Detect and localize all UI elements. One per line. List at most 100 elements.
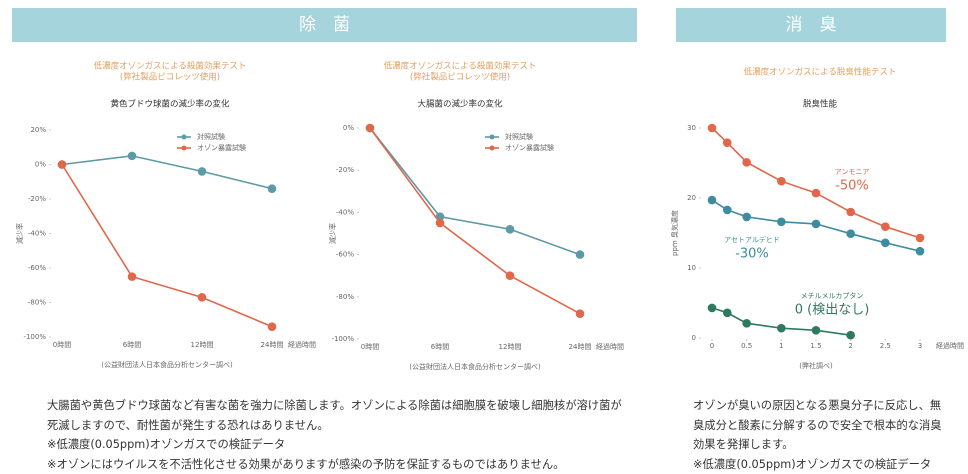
data-point [723, 138, 732, 147]
series-line [62, 165, 272, 327]
source: (公益財団法人日本食品分析センター調べ) [409, 362, 541, 371]
data-point [198, 167, 207, 176]
y-tick-label: 30 [687, 124, 696, 132]
legend-label: 対照試験 [505, 132, 533, 141]
annotation-name: アセトアルデヒド [724, 235, 780, 244]
x-tick-label: 6時間 [123, 341, 141, 349]
y-tick-label: -20% [28, 195, 46, 203]
x-tick-label: 12時間 [191, 341, 214, 349]
source: (弊社調べ) [799, 361, 833, 370]
data-point [777, 324, 786, 333]
chart-title: 低濃度オゾンガスによる殺菌効果テスト [384, 61, 537, 72]
data-point [366, 124, 375, 133]
legend-marker [490, 146, 495, 151]
x-tick-label: 0 [710, 342, 714, 350]
x-tick-label: 24時間 [569, 343, 592, 351]
y-tick-label: -100% [23, 333, 46, 341]
data-point [708, 304, 717, 313]
y-tick-label: 10 [687, 264, 696, 272]
legend-marker [490, 135, 495, 140]
description: オゾンが臭いの原因となる悪臭分子に反応し、無臭成分と酸素に分解するので安全で根本… [693, 396, 951, 474]
legend-marker [182, 135, 187, 140]
legend-marker [182, 146, 187, 151]
data-point [436, 219, 445, 228]
x-tick-label: 0時間 [53, 341, 71, 349]
data-point [812, 220, 821, 229]
y-tick-label: 0 [692, 334, 696, 342]
x-tick-label: 12時間 [499, 343, 522, 351]
annotation-name: メチルメルカプタン [801, 291, 864, 300]
data-point [881, 222, 890, 231]
x-tick-label: 2.5 [880, 342, 891, 350]
chart-heading: 大腸菌の減少率の変化 [417, 99, 503, 110]
x-tick-label: 6時間 [431, 343, 449, 351]
y-tick-label: 0% [35, 161, 46, 169]
data-point [723, 206, 732, 215]
x-tick-label: 3 [918, 342, 922, 350]
y-tick-label: 20% [30, 126, 46, 134]
chart-heading: 脱臭性能 [803, 99, 838, 110]
x-tick-label: 24時間 [261, 341, 284, 349]
data-point [576, 250, 585, 259]
chart-title: 低濃度オゾンガスによる殺菌効果テスト [94, 61, 247, 72]
series-line [370, 128, 580, 314]
x-axis-label: 経過時間 [288, 340, 316, 349]
data-point [723, 309, 732, 318]
data-point [812, 189, 821, 198]
x-tick-label: 0時間 [361, 343, 379, 351]
data-point [576, 309, 585, 318]
y-axis-label: 減少率 [15, 223, 24, 244]
data-point [128, 272, 137, 281]
data-point [58, 160, 67, 169]
data-point [708, 196, 717, 205]
x-tick-label: 1 [779, 342, 783, 350]
chart-title: 低濃度オゾンガスによる脱臭性能テスト [744, 67, 897, 78]
note: ※低濃度(0.05ppm)オゾンガスでの検証データ [693, 455, 951, 474]
annotation-value: -50% [835, 179, 869, 194]
charts: 低濃度オゾンガスによる殺菌効果テスト(弊社製品ピコレッツ使用)黄色ブドウ球菌の減… [0, 0, 968, 380]
paragraph: オゾンが臭いの原因となる悪臭分子に反応し、無臭成分と酸素に分解するので安全で根本… [693, 396, 951, 455]
data-point [198, 293, 207, 302]
y-tick-label: -80% [336, 293, 354, 301]
data-point [846, 208, 855, 217]
data-point [128, 152, 137, 161]
data-point [742, 158, 751, 167]
paragraph: 大腸菌や黄色ブドウ球菌など有害な菌を強力に除菌します。オゾンによる除菌は細胞膜を… [47, 396, 622, 435]
y-axis-label: 減少率 [328, 223, 337, 244]
data-point [812, 326, 821, 335]
description: 大腸菌や黄色ブドウ球菌など有害な菌を強力に除菌します。オゾンによる除菌は細胞膜を… [47, 396, 622, 474]
y-tick-label: -60% [336, 251, 354, 259]
data-point [916, 234, 925, 243]
series-line [62, 156, 272, 189]
data-point [777, 218, 786, 227]
note: ※オゾンにはウイルスを不活性化させる効果がありますが感染の予防を保証するものでは… [47, 455, 622, 474]
source: (公益財団法人日本食品分析センター調べ) [101, 360, 233, 369]
x-tick-label: 2 [848, 342, 852, 350]
x-tick-label: 1.5 [810, 342, 821, 350]
data-point [742, 319, 751, 328]
y-tick-label: -40% [336, 208, 354, 216]
data-point [742, 213, 751, 222]
data-point [506, 271, 515, 280]
x-axis-label: 経過時間 [596, 342, 624, 351]
chart-subtitle: (弊社製品ピコレッツ使用) [410, 72, 510, 83]
y-axis-label: ppm 臭気濃度 [670, 210, 679, 256]
y-tick-label: -40% [28, 230, 46, 238]
data-point [268, 184, 277, 193]
note: ※低濃度(0.05ppm)オゾンガスでの検証データ [47, 435, 622, 455]
chart-subtitle: (弊社製品ピコレッツ使用) [120, 72, 220, 83]
x-axis-label: 経過時間 [936, 341, 964, 350]
x-tick-label: 0.5 [741, 342, 752, 350]
chart-heading: 黄色ブドウ球菌の減少率の変化 [110, 99, 230, 110]
data-point [846, 229, 855, 238]
data-point [708, 124, 717, 133]
legend-label: 対照試験 [197, 132, 225, 141]
data-point [506, 225, 515, 234]
y-tick-label: -20% [336, 166, 354, 174]
legend-label: オゾン暴露試験 [505, 143, 554, 152]
data-point [777, 177, 786, 186]
data-point [268, 322, 277, 331]
y-tick-label: -100% [331, 335, 354, 343]
y-tick-label: 0% [343, 124, 354, 132]
